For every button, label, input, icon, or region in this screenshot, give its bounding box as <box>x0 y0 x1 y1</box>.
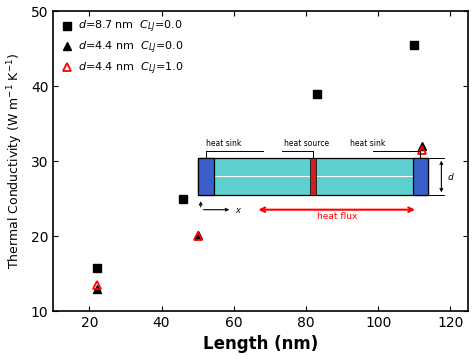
X-axis label: Length (nm): Length (nm) <box>203 335 319 354</box>
$d$=4.4 nm  $C_{LJ}$=1.0 <box>195 234 201 238</box>
$d$=4.4 nm  $C_{LJ}$=0.0 <box>94 286 100 291</box>
Y-axis label: Thermal Conductivity (W m$^{-1}$ K$^{-1}$): Thermal Conductivity (W m$^{-1}$ K$^{-1}… <box>6 53 25 269</box>
$d$=4.4 nm  $C_{LJ}$=1.0 <box>339 166 345 171</box>
$d$=4.4 nm  $C_{LJ}$=0.0 <box>339 168 345 172</box>
Line: $d$=8.7 nm  $C_{LJ}$=0.0: $d$=8.7 nm $C_{LJ}$=0.0 <box>92 41 419 272</box>
$d$=8.7 nm  $C_{LJ}$=0.0 <box>314 92 319 96</box>
$d$=4.4 nm  $C_{LJ}$=0.0 <box>195 232 201 237</box>
$d$=4.4 nm  $C_{LJ}$=0.0 <box>419 144 424 148</box>
$d$=8.7 nm  $C_{LJ}$=0.0 <box>180 196 186 201</box>
Line: $d$=4.4 nm  $C_{LJ}$=1.0: $d$=4.4 nm $C_{LJ}$=1.0 <box>92 146 426 289</box>
$d$=8.7 nm  $C_{LJ}$=0.0 <box>94 265 100 270</box>
Line: $d$=4.4 nm  $C_{LJ}$=0.0: $d$=4.4 nm $C_{LJ}$=0.0 <box>92 142 426 293</box>
$d$=8.7 nm  $C_{LJ}$=0.0 <box>411 43 417 47</box>
Legend: $d$=8.7 nm  $C_{LJ}$=0.0, $d$=4.4 nm  $C_{LJ}$=0.0, $d$=4.4 nm  $C_{LJ}$=1.0: $d$=8.7 nm $C_{LJ}$=0.0, $d$=4.4 nm $C_{… <box>59 17 185 79</box>
$d$=4.4 nm  $C_{LJ}$=1.0 <box>419 148 424 152</box>
$d$=4.4 nm  $C_{LJ}$=1.0 <box>94 283 100 287</box>
